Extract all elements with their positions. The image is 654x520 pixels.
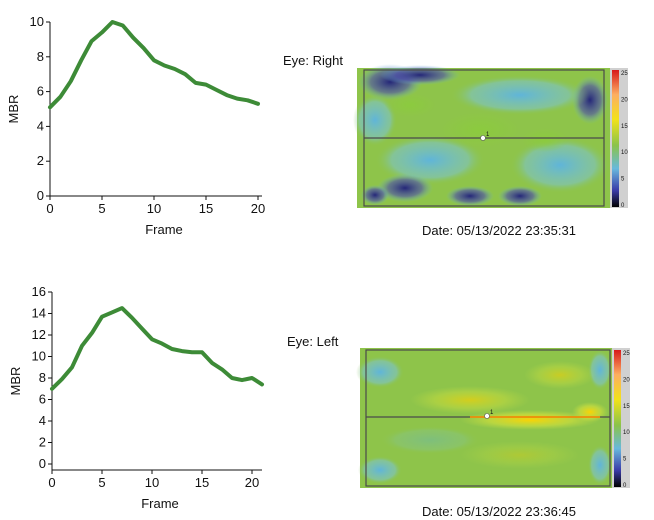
chart1-ytick-label: 8 — [37, 49, 44, 64]
chart2-ytick-label: 8 — [39, 370, 46, 385]
eye-right-marker-label: 1 — [486, 132, 490, 138]
chart2-xtick-label: 0 — [48, 475, 55, 490]
chart2-ytick-label: 16 — [32, 284, 46, 299]
eye-left-heatmap-texture — [356, 350, 612, 485]
mbr-line-chart-left: 0 2 4 6 8 10 12 14 16 0 5 10 15 20 Frame MBR — [8, 284, 264, 511]
colorbar-tick-label: 20 — [621, 97, 628, 103]
colorbar-tick-label: 15 — [621, 124, 628, 130]
chart2-xtick-label: 5 — [98, 475, 105, 490]
colorbar-tick-label: 5 — [623, 457, 627, 463]
chart2-xtick-label: 20 — [245, 475, 259, 490]
eye-left-heatmap-panel: Eye: Left 1 25 20 15 10 5 0 Date: 05/13/2022 … — [287, 334, 630, 519]
eye-left-heatmap-frame — [365, 349, 611, 487]
colorbar-tick-label: 15 — [623, 404, 630, 410]
colorbar-tick-label: 0 — [621, 203, 625, 209]
chart1-xtick-label: 0 — [46, 201, 53, 216]
chart2-ytick-label: 4 — [39, 413, 46, 428]
chart2-ytick-label: 2 — [39, 435, 46, 450]
eye-right-colorbar — [612, 70, 619, 207]
chart1-ytick-label: 2 — [37, 153, 44, 168]
colorbar-tick-label: 20 — [623, 377, 630, 383]
colorbar-tick-label: 25 — [623, 351, 630, 357]
chart1-ytick-label: 10 — [30, 14, 44, 29]
chart2-xtick-label: 15 — [195, 475, 209, 490]
chart1-xtick-label: 5 — [98, 201, 105, 216]
eye-left-marker-label: 1 — [490, 410, 494, 416]
chart2-series-line — [50, 306, 264, 391]
chart1-xtick-label: 10 — [147, 201, 161, 216]
colorbar-tick-label: 5 — [621, 177, 625, 183]
chart1-xtick-label: 15 — [199, 201, 213, 216]
chart1-x-axis-title: Frame — [145, 222, 183, 237]
eye-left-marker-dot — [484, 413, 490, 419]
chart2-ytick-label: 6 — [39, 392, 46, 407]
chart1-y-axis-title: MBR — [6, 95, 21, 124]
eye-right-heatmap-panel: Eye: Right 1 25 20 15 10 5 0 Date: 05/13/2022… — [283, 53, 628, 238]
chart1-ytick-label: 0 — [37, 188, 44, 203]
chart2-ytick-label: 12 — [32, 327, 46, 342]
chart2-ytick-label: 14 — [32, 306, 46, 321]
chart2-ytick-label: 0 — [39, 456, 46, 471]
chart2-x-axis-title: Frame — [141, 496, 179, 511]
chart1-ytick-label: 4 — [37, 118, 44, 133]
eye-left-label: Eye: Left — [287, 334, 339, 349]
colorbar-tick-label: 0 — [623, 483, 627, 489]
chart1-series-line — [48, 20, 260, 110]
eye-right-label: Eye: Right — [283, 53, 343, 68]
chart1-ytick-label: 6 — [37, 84, 44, 99]
eye-right-heatmap-texture — [353, 64, 610, 206]
eye-left-colorbar — [614, 350, 621, 487]
chart2-xtick-label: 10 — [145, 475, 159, 490]
chart2-y-axis-title: MBR — [8, 367, 23, 396]
colorbar-tick-label: 10 — [623, 430, 630, 436]
mbr-line-chart-right: 0 2 4 6 8 10 0 5 10 15 20 Frame MBR — [6, 14, 265, 237]
colorbar-tick-label: 25 — [621, 71, 628, 77]
chart1-xtick-label: 20 — [251, 201, 265, 216]
eye-right-date: Date: 05/13/2022 23:35:31 — [422, 223, 576, 238]
eye-right-marker-dot — [480, 135, 486, 141]
colorbar-tick-label: 10 — [621, 150, 628, 156]
eye-left-date: Date: 05/13/2022 23:36:45 — [422, 504, 576, 519]
chart2-ytick-label: 10 — [32, 349, 46, 364]
